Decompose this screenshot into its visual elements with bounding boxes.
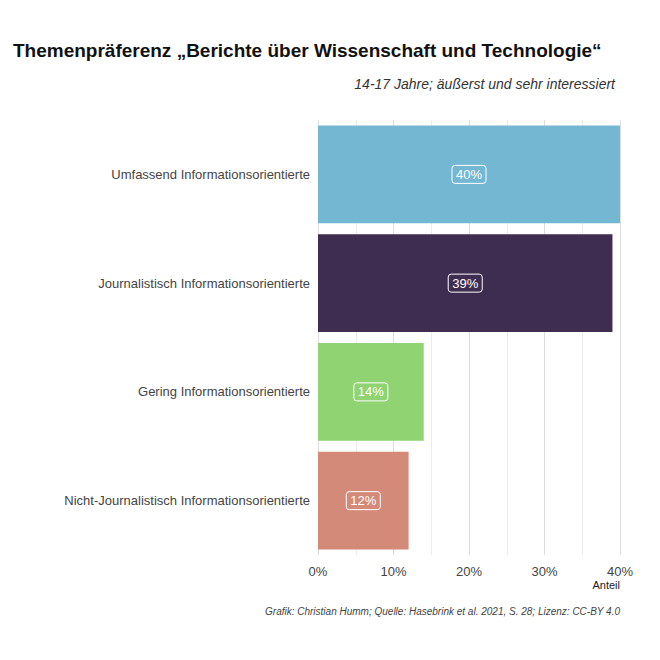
svg-text:Grafik: Christian Humm; Quelle: Grafik: Christian Humm; Quelle: Hasebrin… — [265, 606, 620, 617]
svg-text:0%: 0% — [309, 564, 328, 579]
svg-text:12%: 12% — [350, 493, 376, 508]
svg-text:Journalistisch Informationsori: Journalistisch Informationsorientierte — [98, 276, 310, 291]
svg-text:40%: 40% — [456, 167, 482, 182]
svg-text:10%: 10% — [380, 564, 406, 579]
svg-text:14-17 Jahre; äußerst und sehr: 14-17 Jahre; äußerst und sehr interessie… — [354, 76, 616, 92]
svg-text:Umfassend Informationsorientie: Umfassend Informationsorientierte — [111, 167, 310, 182]
svg-text:Anteil: Anteil — [592, 579, 620, 591]
svg-text:Gering Informationsorientierte: Gering Informationsorientierte — [138, 384, 310, 399]
svg-text:40%: 40% — [607, 564, 633, 579]
svg-text:30%: 30% — [531, 564, 557, 579]
svg-text:39%: 39% — [452, 276, 478, 291]
svg-text:14%: 14% — [358, 384, 384, 399]
svg-text:20%: 20% — [456, 564, 482, 579]
svg-text:Themenpräferenz „Berichte über: Themenpräferenz „Berichte über Wissensch… — [13, 40, 602, 61]
svg-text:Nicht-Journalistisch Informati: Nicht-Journalistisch Informationsorienti… — [64, 493, 310, 508]
